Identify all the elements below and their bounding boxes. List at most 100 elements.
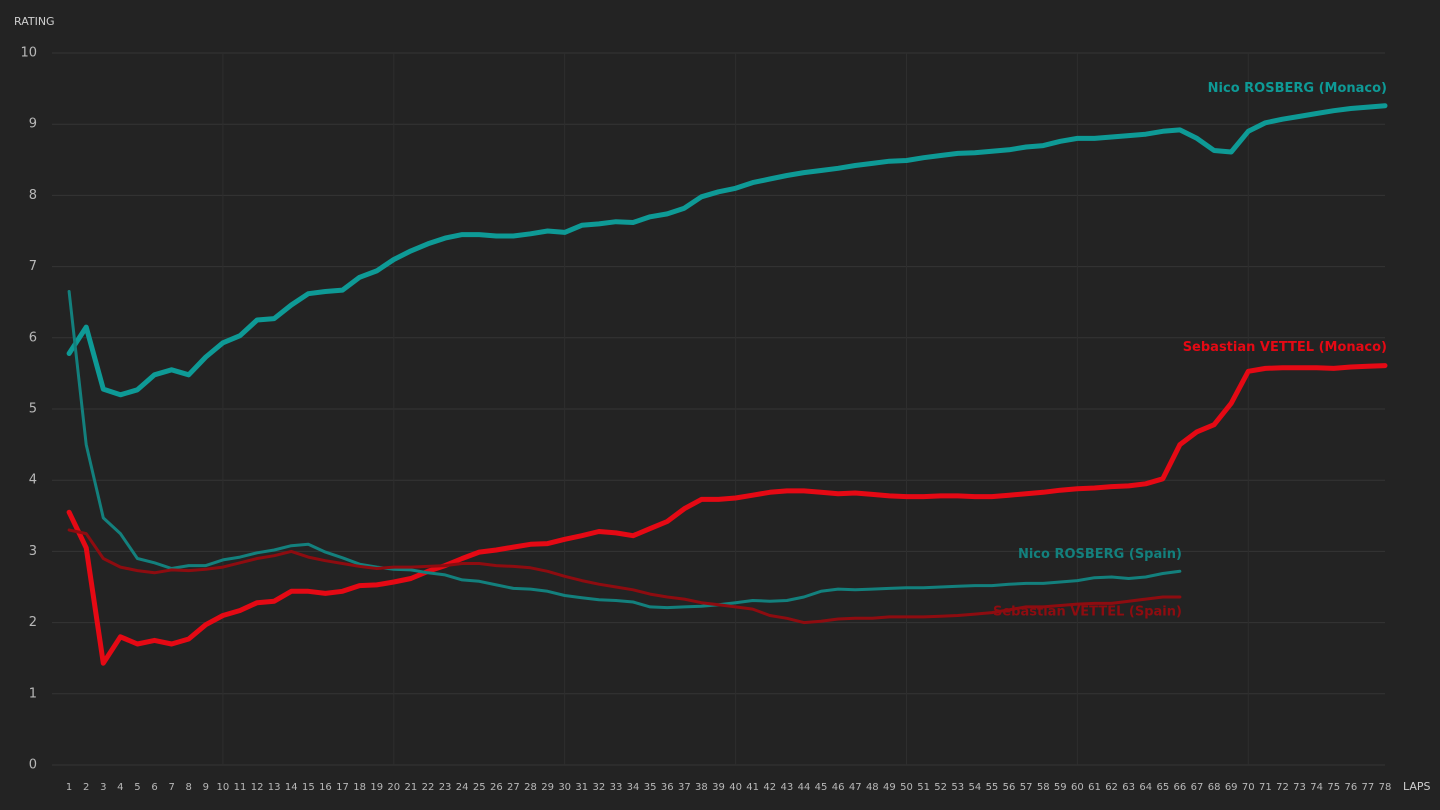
x-tick-label: 75 [1327, 782, 1340, 793]
x-tick-label: 69 [1225, 782, 1238, 793]
x-tick-label: 34 [627, 782, 640, 793]
x-tick-label: 67 [1191, 782, 1204, 793]
x-tick-label: 11 [234, 782, 247, 793]
x-tick-label: 32 [593, 782, 606, 793]
x-tick-label: 68 [1208, 782, 1221, 793]
x-tick-label: 57 [1020, 782, 1033, 793]
x-tick-label: 25 [473, 782, 486, 793]
x-tick-label: 56 [1003, 782, 1016, 793]
x-tick-label: 45 [815, 782, 828, 793]
x-tick-label: 7 [168, 782, 174, 793]
y-tick-label: 7 [29, 259, 37, 274]
x-tick-label: 43 [780, 782, 793, 793]
x-tick-label: 51 [917, 782, 930, 793]
x-tick-label: 4 [117, 782, 123, 793]
x-tick-label: 6 [151, 782, 157, 793]
y-tick-label: 5 [29, 402, 37, 417]
x-tick-label: 78 [1379, 782, 1392, 793]
x-tick-label: 31 [575, 782, 588, 793]
x-tick-label: 52 [934, 782, 947, 793]
x-tick-label: 27 [507, 782, 520, 793]
y-tick-label: 9 [29, 117, 37, 132]
x-tick-label: 1 [66, 782, 72, 793]
x-tick-label: 65 [1156, 782, 1169, 793]
x-tick-label: 71 [1259, 782, 1272, 793]
series-line [67, 528, 1182, 625]
x-tick-label: 37 [678, 782, 691, 793]
x-tick-label: 17 [336, 782, 349, 793]
x-tick-label: 61 [1088, 782, 1101, 793]
x-tick-label: 33 [610, 782, 623, 793]
x-tick-label: 36 [661, 782, 674, 793]
x-tick-label: 22 [422, 782, 435, 793]
y-axis-title: RATING [14, 15, 55, 28]
x-tick-label: 54 [968, 782, 981, 793]
series-label: Sebastian VETTEL (Spain) [993, 604, 1182, 619]
x-tick-label: 42 [763, 782, 776, 793]
x-tick-label: 15 [302, 782, 315, 793]
x-tick-label: 66 [1174, 782, 1187, 793]
x-tick-label: 26 [490, 782, 503, 793]
x-tick-label: 58 [1037, 782, 1050, 793]
x-tick-label: 74 [1310, 782, 1323, 793]
x-tick-label: 21 [405, 782, 418, 793]
x-tick-label: 30 [558, 782, 571, 793]
x-tick-label: 41 [746, 782, 759, 793]
x-tick-label: 53 [951, 782, 964, 793]
x-tick-label: 73 [1293, 782, 1306, 793]
y-tick-label: 10 [20, 46, 37, 61]
x-tick-label: 76 [1344, 782, 1357, 793]
x-tick-label: 64 [1139, 782, 1152, 793]
x-tick-label: 48 [866, 782, 879, 793]
y-tick-label: 1 [29, 686, 37, 701]
series-label: Nico ROSBERG (Spain) [1018, 547, 1182, 562]
x-tick-label: 77 [1362, 782, 1375, 793]
x-tick-label: 40 [729, 782, 742, 793]
x-tick-label: 39 [712, 782, 725, 793]
x-tick-label: 46 [832, 782, 845, 793]
x-tick-label: 12 [251, 782, 264, 793]
x-tick-label: 13 [268, 782, 281, 793]
x-tick-label: 38 [695, 782, 708, 793]
x-tick-label: 59 [1054, 782, 1067, 793]
y-tick-label: 4 [29, 473, 37, 488]
y-tick-label: 8 [29, 188, 37, 203]
x-tick-label: 9 [203, 782, 209, 793]
x-tick-label: 62 [1105, 782, 1118, 793]
x-tick-label: 50 [900, 782, 913, 793]
x-tick-label: 19 [370, 782, 383, 793]
series-line [66, 103, 1388, 398]
x-tick-label: 70 [1242, 782, 1255, 793]
x-tick-label: 20 [387, 782, 400, 793]
x-tick-label: 5 [134, 782, 140, 793]
x-tick-label: 10 [217, 782, 230, 793]
x-tick-label: 49 [883, 782, 896, 793]
x-tick-label: 72 [1276, 782, 1289, 793]
series-line [66, 363, 1388, 666]
x-tick-label: 28 [524, 782, 537, 793]
x-tick-label: 47 [849, 782, 862, 793]
x-tick-label: 29 [541, 782, 554, 793]
x-tick-label: 55 [986, 782, 999, 793]
x-tick-label: 35 [644, 782, 657, 793]
x-tick-label: 23 [439, 782, 452, 793]
x-tick-label: 3 [100, 782, 106, 793]
x-tick-label: 16 [319, 782, 332, 793]
x-tick-label: 60 [1071, 782, 1084, 793]
series-label: Nico ROSBERG (Monaco) [1208, 81, 1387, 96]
x-tick-label: 18 [353, 782, 366, 793]
x-tick-label: 14 [285, 782, 298, 793]
x-axis-title: LAPS [1403, 780, 1431, 793]
x-tick-label: 2 [83, 782, 89, 793]
x-tick-label: 44 [798, 782, 811, 793]
y-tick-label: 2 [29, 615, 37, 630]
x-tick-label: 8 [186, 782, 192, 793]
y-tick-label: 0 [29, 758, 37, 773]
y-tick-label: 3 [29, 544, 37, 559]
series-label: Sebastian VETTEL (Monaco) [1183, 340, 1387, 355]
x-tick-label: 63 [1122, 782, 1135, 793]
